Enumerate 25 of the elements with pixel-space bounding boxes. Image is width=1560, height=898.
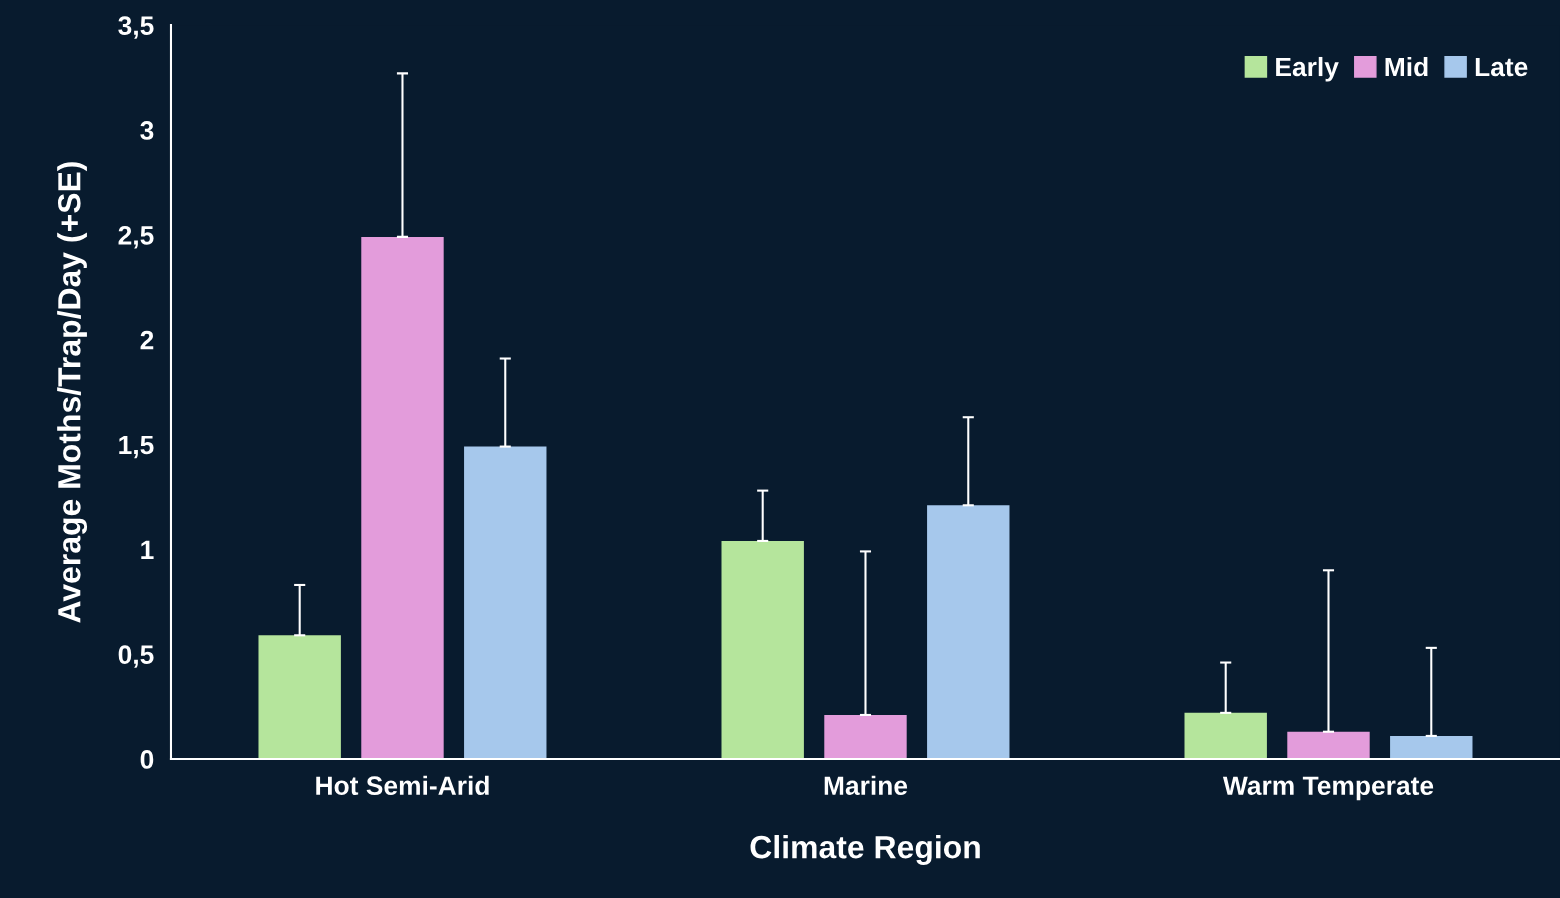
bar bbox=[927, 505, 1010, 759]
y-tick-label: 0,5 bbox=[118, 645, 154, 668]
bar bbox=[1287, 731, 1370, 759]
y-tick-label: 0 bbox=[140, 750, 154, 769]
y-tick-label: 1 bbox=[141, 540, 154, 559]
y-axis-title: Average Moths/Trap/Day (+SE) bbox=[57, 162, 88, 623]
bar bbox=[1184, 712, 1267, 759]
x-tick-label: Marine bbox=[824, 775, 908, 796]
legend-label: Early bbox=[1276, 56, 1339, 82]
y-tick-label: 2 bbox=[140, 330, 154, 350]
x-tick-label: Hot Semi-Arid bbox=[316, 775, 489, 796]
y-tick-label: 2,5 bbox=[118, 225, 154, 249]
bar bbox=[824, 714, 907, 759]
bar bbox=[464, 446, 547, 759]
x-tick-label: Warm Temperate bbox=[1222, 776, 1434, 801]
bar bbox=[721, 540, 804, 759]
bar bbox=[1390, 735, 1473, 759]
bar bbox=[361, 236, 444, 759]
legend-label: Mid bbox=[1385, 56, 1428, 77]
bar bbox=[258, 635, 341, 759]
y-tick-label: 3 bbox=[140, 121, 154, 140]
legend-label: Late bbox=[1475, 57, 1528, 77]
y-tick-label: 1,5 bbox=[119, 435, 154, 459]
x-axis-title: Climate Region bbox=[750, 834, 980, 865]
y-tick-label: 3,5 bbox=[118, 16, 154, 39]
